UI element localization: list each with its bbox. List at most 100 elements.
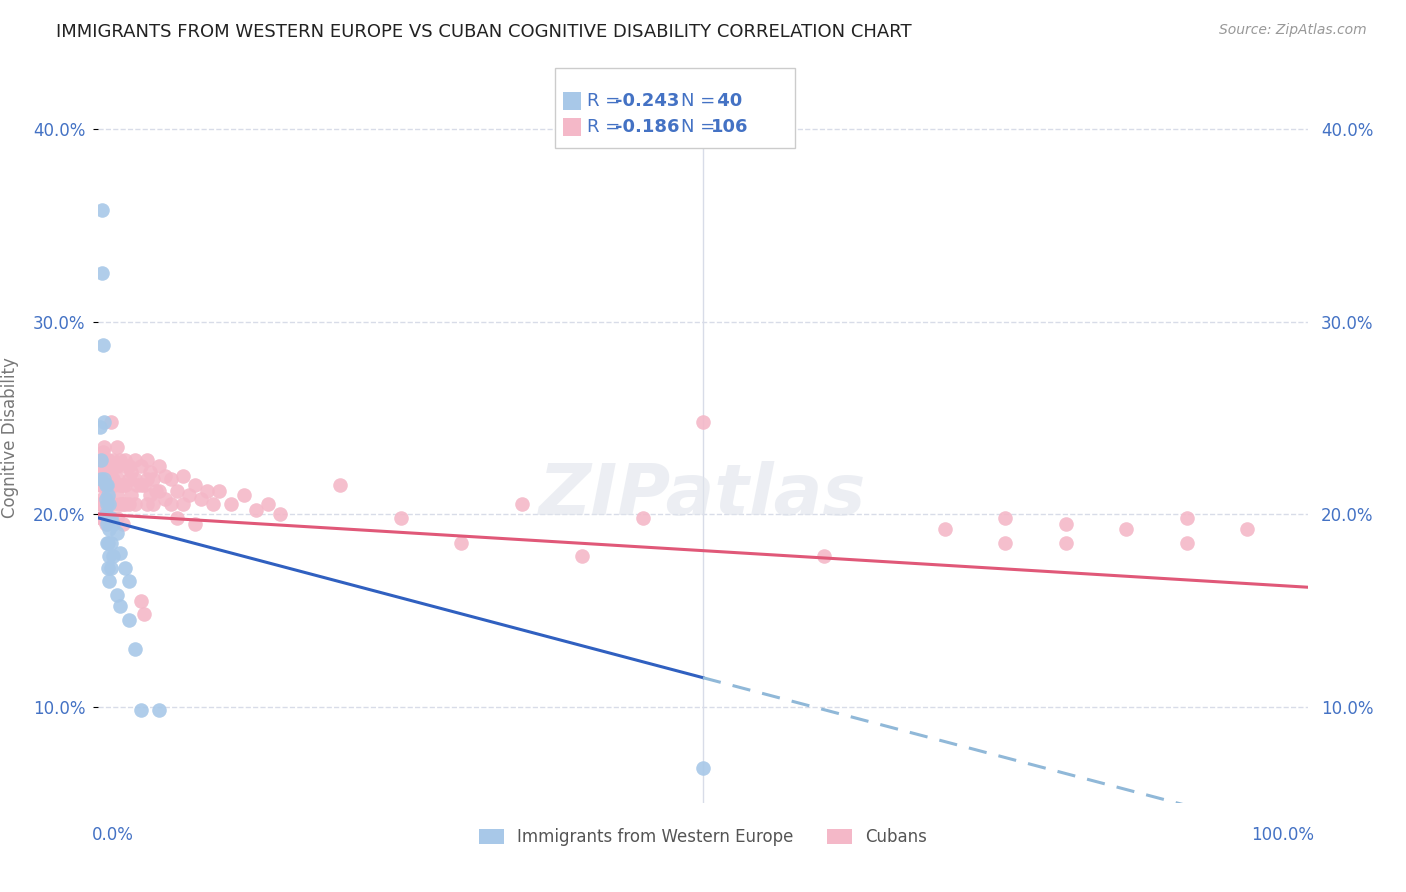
- Point: [91, 472, 114, 486]
- Point: [101, 549, 124, 564]
- Point: [135, 453, 157, 467]
- Point: [124, 453, 146, 467]
- Point: [91, 465, 114, 479]
- Point: [100, 561, 122, 575]
- Point: [148, 458, 170, 473]
- Point: [172, 498, 194, 512]
- Point: [124, 472, 146, 486]
- Text: R =: R =: [586, 92, 626, 110]
- Point: [148, 703, 170, 717]
- Text: ZIPatlas: ZIPatlas: [540, 461, 866, 530]
- Point: [221, 498, 243, 512]
- Point: [111, 498, 134, 512]
- Point: [129, 478, 152, 492]
- Point: [105, 440, 128, 454]
- Point: [692, 415, 714, 429]
- Point: [108, 545, 131, 559]
- Point: [90, 458, 112, 473]
- Point: [94, 507, 117, 521]
- Point: [105, 526, 128, 541]
- Point: [94, 478, 117, 492]
- Point: [90, 478, 112, 492]
- Text: -0.186: -0.186: [614, 118, 679, 136]
- Point: [160, 472, 183, 486]
- Point: [111, 458, 134, 473]
- Point: [118, 613, 141, 627]
- Point: [202, 498, 225, 512]
- Point: [91, 202, 114, 217]
- Point: [89, 420, 111, 434]
- Point: [1175, 511, 1198, 525]
- Point: [195, 483, 218, 498]
- Point: [97, 536, 120, 550]
- Point: [172, 468, 194, 483]
- Point: [101, 498, 124, 512]
- Point: [89, 498, 111, 512]
- Point: [692, 761, 714, 775]
- Point: [98, 549, 121, 564]
- Point: [153, 491, 176, 506]
- Point: [90, 453, 112, 467]
- Legend: Immigrants from Western Europe, Cubans: Immigrants from Western Europe, Cubans: [472, 822, 934, 853]
- Text: N =: N =: [681, 92, 721, 110]
- Point: [101, 472, 124, 486]
- Point: [135, 472, 157, 486]
- Point: [96, 478, 118, 492]
- Point: [179, 488, 201, 502]
- Point: [145, 483, 167, 498]
- Point: [510, 498, 533, 512]
- Point: [118, 574, 141, 589]
- Point: [148, 483, 170, 498]
- Point: [93, 478, 115, 492]
- Point: [105, 488, 128, 502]
- FancyBboxPatch shape: [555, 68, 794, 148]
- Point: [91, 498, 114, 512]
- Point: [329, 478, 352, 492]
- Point: [96, 516, 118, 531]
- Point: [1054, 516, 1077, 531]
- Text: 106: 106: [711, 118, 748, 136]
- Point: [100, 415, 122, 429]
- Point: [100, 511, 122, 525]
- FancyBboxPatch shape: [562, 118, 581, 136]
- Point: [1115, 523, 1137, 537]
- Point: [139, 465, 162, 479]
- Point: [93, 472, 115, 486]
- Point: [100, 536, 122, 550]
- Point: [96, 536, 118, 550]
- Point: [129, 703, 152, 717]
- Point: [108, 478, 131, 492]
- Text: -0.243: -0.243: [614, 92, 679, 110]
- Point: [98, 574, 121, 589]
- Point: [89, 478, 111, 492]
- Point: [208, 483, 231, 498]
- Point: [91, 267, 114, 281]
- Point: [118, 472, 141, 486]
- Text: 40: 40: [711, 92, 742, 110]
- Point: [142, 498, 165, 512]
- Point: [98, 478, 121, 492]
- Point: [114, 561, 136, 575]
- Point: [107, 472, 129, 486]
- Point: [97, 488, 120, 502]
- Point: [1054, 536, 1077, 550]
- Point: [91, 491, 114, 506]
- Point: [105, 588, 128, 602]
- Text: IMMIGRANTS FROM WESTERN EUROPE VS CUBAN COGNITIVE DISABILITY CORRELATION CHART: IMMIGRANTS FROM WESTERN EUROPE VS CUBAN …: [56, 23, 912, 41]
- Point: [96, 498, 118, 512]
- Text: R =: R =: [586, 118, 626, 136]
- Text: Source: ZipAtlas.com: Source: ZipAtlas.com: [1219, 23, 1367, 37]
- Point: [389, 511, 412, 525]
- Point: [166, 511, 188, 525]
- FancyBboxPatch shape: [562, 92, 581, 110]
- Point: [93, 458, 115, 473]
- Point: [631, 511, 654, 525]
- Text: N =: N =: [681, 118, 721, 136]
- Point: [184, 478, 207, 492]
- Point: [245, 503, 267, 517]
- Point: [118, 458, 141, 473]
- Point: [256, 498, 278, 512]
- Point: [111, 516, 134, 531]
- Point: [934, 523, 956, 537]
- Point: [91, 453, 114, 467]
